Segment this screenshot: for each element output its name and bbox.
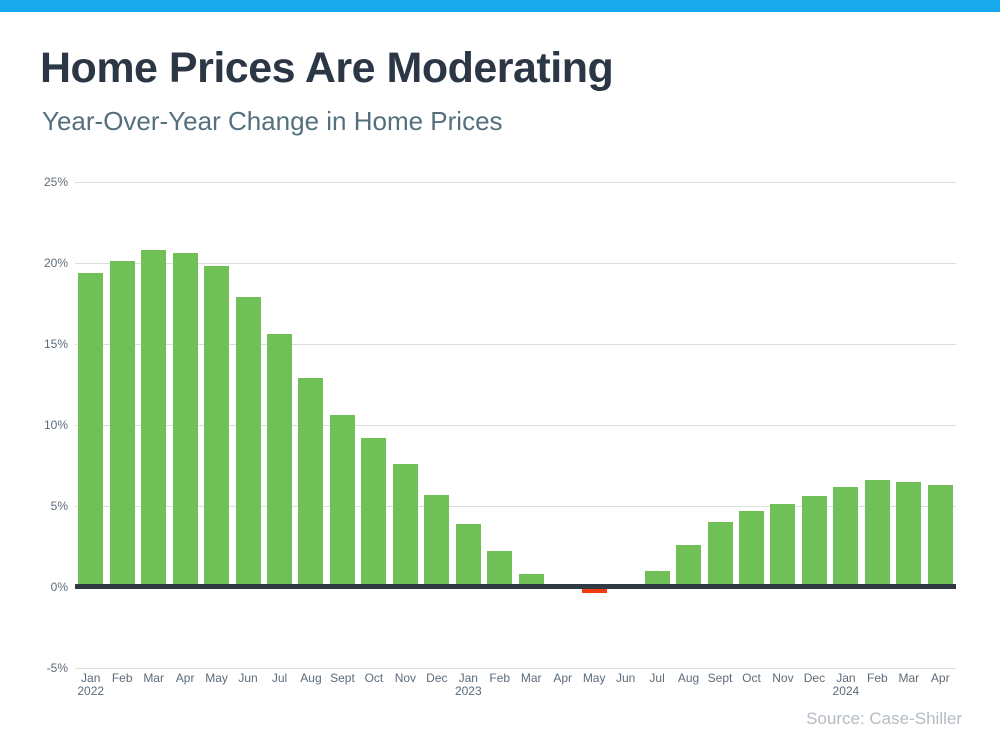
y-axis-tick-label: 20% <box>43 256 68 270</box>
bar-Oct <box>738 510 764 587</box>
x-axis-tick-label: Jul <box>649 671 665 685</box>
x-axis-tick-label: Dec <box>426 671 448 685</box>
bar-Feb <box>487 551 513 587</box>
gridline-20pct <box>75 263 956 264</box>
x-axis-tick-label: Apr <box>930 671 950 685</box>
bar-Aug <box>676 544 702 587</box>
x-axis-tick-label: Mar <box>898 671 920 685</box>
gridline-5pct <box>75 506 956 507</box>
x-axis-tick-label: Nov <box>394 671 417 685</box>
page-title: Home Prices Are Moderating <box>40 44 614 92</box>
source-attribution: Source: Case-Shiller <box>806 709 962 728</box>
x-axis-tick-label: Oct <box>742 671 761 685</box>
x-axis-tick-label: Jan 2022 <box>77 671 105 698</box>
x-axis-tick-label: Jun <box>238 671 258 685</box>
y-axis-tick-label: 10% <box>43 418 68 432</box>
bar-Apr <box>172 253 198 587</box>
bar-Jun <box>235 297 261 587</box>
x-axis-tick-label: Nov <box>772 671 794 685</box>
x-axis-tick-label: Aug <box>300 671 322 685</box>
x-axis-tick-label: Sept <box>330 671 355 685</box>
bar-Oct <box>361 437 387 587</box>
x-axis-tick-label: Feb <box>111 671 133 685</box>
gridline--5pct <box>75 668 956 669</box>
zero-axis-line <box>75 584 956 589</box>
x-axis-tick-label: Oct <box>364 671 384 685</box>
x-axis-tick-label: Jul <box>271 671 288 685</box>
y-axis-tick-label: 0% <box>50 580 68 594</box>
x-axis-tick-label: Feb <box>866 671 888 685</box>
bar-Jul <box>267 334 293 587</box>
y-axis-tick-label: 25% <box>43 175 68 189</box>
bar-Aug <box>298 378 324 587</box>
chart-subtitle: Year-Over-Year Change in Home Prices <box>42 106 503 136</box>
x-axis-tick-label: Apr <box>553 671 573 685</box>
bar-Apr <box>927 484 953 587</box>
bar-Mar <box>896 481 922 587</box>
y-axis-tick-label: 5% <box>50 499 68 513</box>
gridline-15pct <box>75 344 956 345</box>
bar-Nov <box>392 463 418 587</box>
gridline-10pct <box>75 425 956 426</box>
x-axis-tick-label: May <box>582 671 606 685</box>
bar-Sept <box>329 415 355 587</box>
bar-Jan-2022 <box>78 272 104 587</box>
bar-Jul <box>644 570 670 587</box>
bar-Dec <box>424 494 450 587</box>
bar-Jan-2024 <box>833 486 859 587</box>
x-axis-tick-label: Mar <box>143 671 164 685</box>
bar-Mar <box>518 574 544 587</box>
gridline-25pct <box>75 182 956 183</box>
top-accent-bar <box>0 0 1000 12</box>
bar-May <box>581 587 607 594</box>
x-axis-tick-label: Feb <box>489 671 511 685</box>
bar-Feb <box>864 480 890 587</box>
x-axis-tick-label: Mar <box>520 671 542 685</box>
x-axis-tick-label: Jan 2024 <box>832 671 860 698</box>
x-axis-tick-label: May <box>205 671 228 685</box>
bar-May <box>204 266 230 587</box>
x-axis-tick-label: Apr <box>175 671 195 685</box>
x-axis-tick-label: Sept <box>707 671 733 685</box>
bar-Feb <box>109 261 135 587</box>
x-axis-tick-label: Aug <box>677 671 700 685</box>
y-axis-tick-label: 15% <box>43 337 68 351</box>
x-axis-tick-label: Jun <box>615 671 636 685</box>
bar-Dec <box>801 496 827 587</box>
bar-Jan-2023 <box>455 523 481 587</box>
bar-Sept <box>707 522 733 587</box>
x-axis-tick-label: Jan 2023 <box>454 671 482 698</box>
bar-Mar <box>141 250 167 587</box>
y-axis-tick-label: -5% <box>46 661 68 675</box>
x-axis-tick-label: Dec <box>803 671 826 685</box>
bar-Nov <box>770 504 796 587</box>
